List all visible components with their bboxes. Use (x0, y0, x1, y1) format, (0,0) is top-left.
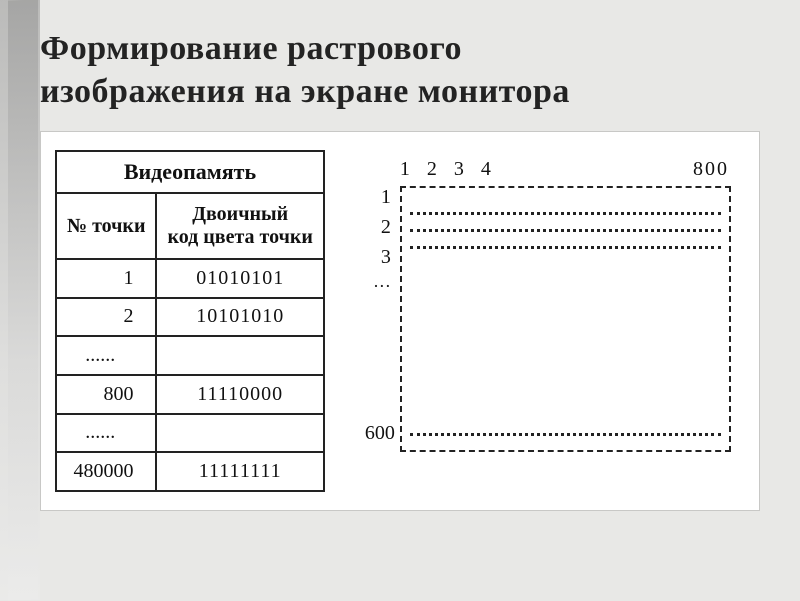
cell-bin: 10101010 (156, 298, 323, 337)
slide-title: Формирование растрового изображения на э… (40, 28, 760, 113)
table-row: ...... (56, 336, 324, 375)
table-row: 480000 11111111 (56, 452, 324, 491)
table-row: 800 11110000 (56, 375, 324, 414)
screen-top-axis: 1 2 3 4 800 (400, 158, 729, 181)
cell-bin (156, 336, 323, 375)
pixel-row-line (410, 212, 721, 215)
cell-idx: ...... (56, 414, 156, 453)
row-label-2: 2 (365, 216, 395, 246)
cell-bin: 11111111 (156, 452, 323, 491)
cell-idx: ...... (56, 336, 156, 375)
cell-bin (156, 414, 323, 453)
screen-diagram: 1 2 3 4 800 1 2 3 ··· 600 (355, 150, 739, 492)
cell-bin: 01010101 (156, 259, 323, 298)
pixel-rows-bottom (410, 433, 721, 436)
top-left-ticks: 1 2 3 4 (400, 158, 497, 181)
video-memory-table: Видеопамять № точки Двоичный код цвета т… (55, 150, 325, 492)
pixel-row-line (410, 229, 721, 232)
table-row: 2 10101010 (56, 298, 324, 337)
pixel-row-line (410, 433, 721, 436)
table-col1-header: Двоичный код цвета точки (156, 193, 323, 259)
table-row: 1 01010101 (56, 259, 324, 298)
content-panel: Видеопамять № точки Двоичный код цвета т… (40, 131, 760, 511)
cell-idx: 800 (56, 375, 156, 414)
row-label-spacer (365, 306, 395, 422)
table-col0-header: № точки (56, 193, 156, 259)
pixel-row-line (410, 246, 721, 249)
table-col1-header-l2: код цвета точки (167, 226, 312, 248)
row-label-bottom: 600 (365, 422, 395, 452)
row-label-ellipsis: ··· (365, 276, 395, 306)
title-line-2: изображения на экране монитора (40, 73, 570, 110)
row-label-3: 3 (365, 246, 395, 276)
screen-box (400, 186, 731, 452)
row-label-1: 1 (365, 186, 395, 216)
screen-row-labels: 1 2 3 ··· 600 (365, 186, 395, 452)
cell-idx: 2 (56, 298, 156, 337)
cell-idx: 1 (56, 259, 156, 298)
cell-bin: 11110000 (156, 375, 323, 414)
slide-root: Формирование растрового изображения на э… (0, 0, 800, 600)
table-row: ...... (56, 414, 324, 453)
cell-idx: 480000 (56, 452, 156, 491)
title-line-1: Формирование растрового (40, 30, 462, 67)
table-caption: Видеопамять (56, 151, 324, 193)
table-col1-header-l1: Двоичный (192, 203, 288, 225)
top-right-max: 800 (693, 158, 729, 181)
